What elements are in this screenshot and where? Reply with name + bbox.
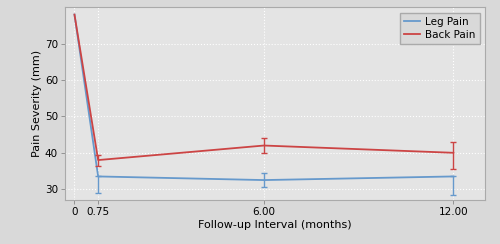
Back Pain [450, 151, 456, 154]
Legend: Leg Pain, Back Pain: Leg Pain, Back Pain [400, 12, 480, 44]
Y-axis label: Pain Severity (mm): Pain Severity (mm) [32, 50, 42, 157]
Leg Pain [450, 175, 456, 178]
X-axis label: Follow-up Interval (months): Follow-up Interval (months) [198, 220, 352, 230]
Line: Leg Pain: Leg Pain [74, 15, 454, 180]
Back Pain [72, 13, 78, 16]
Leg Pain [261, 179, 267, 182]
Back Pain [261, 144, 267, 147]
Leg Pain [95, 175, 101, 178]
Leg Pain [72, 13, 78, 16]
Line: Back Pain: Back Pain [74, 15, 454, 160]
Back Pain [95, 159, 101, 162]
